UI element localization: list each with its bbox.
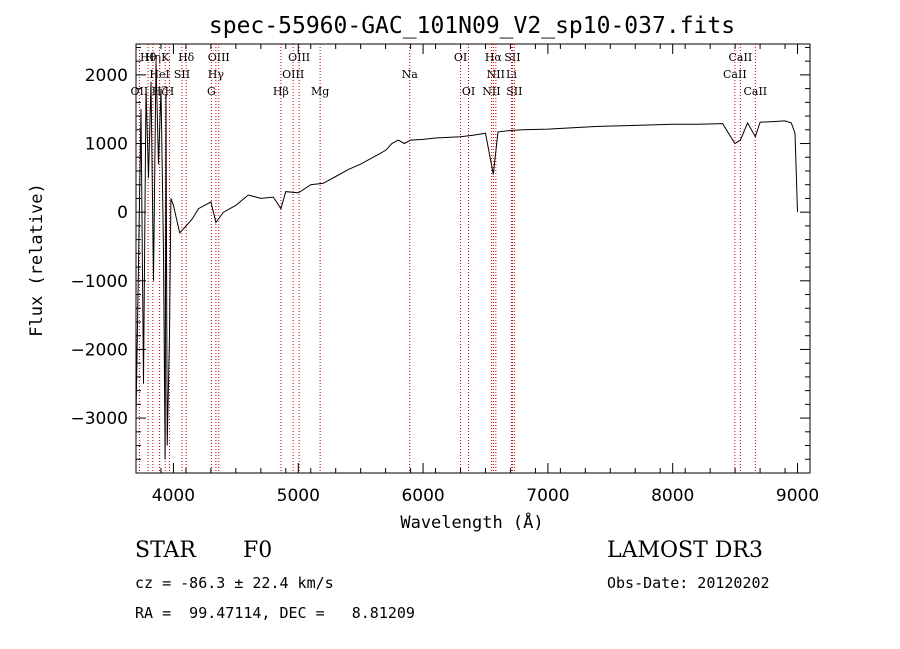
line-marker-label: CaII: [729, 51, 753, 64]
line-marker-label: OIII: [282, 68, 304, 81]
y-tick-label: −1000: [70, 272, 128, 292]
x-tick-label: 8000: [651, 486, 694, 506]
line-marker-label: OII: [131, 85, 149, 98]
line-marker-label: SII: [174, 68, 190, 81]
line-marker-label: Mg: [311, 85, 329, 98]
line-marker-label: Hα: [485, 51, 503, 64]
line-marker-label: OIII: [288, 51, 310, 64]
line-marker-label: SII: [506, 85, 522, 98]
x-axis-label: Wavelength (Å): [400, 511, 543, 533]
line-marker-label: OIII: [208, 51, 230, 64]
x-tick-label: 6000: [401, 486, 444, 506]
object-subclass: F0: [243, 538, 273, 563]
line-marker-label: CaII: [723, 68, 747, 81]
line-marker-label: SII: [504, 51, 520, 64]
line-marker-label: Hβ: [273, 85, 289, 98]
line-marker-label: CaII: [743, 85, 767, 98]
line-marker-label: K: [161, 51, 170, 64]
x-tick-label: 5000: [277, 486, 320, 506]
line-marker-label: NII: [487, 68, 505, 81]
y-tick-label: 2000: [85, 66, 128, 86]
line-marker-label: G: [207, 85, 216, 98]
x-tick-label: 9000: [776, 486, 819, 506]
x-tick-label: 4000: [152, 486, 195, 506]
y-tick-label: −2000: [70, 340, 128, 360]
survey-name: LAMOST DR3: [607, 538, 763, 563]
coordinates-text: RA = 99.47114, DEC = 8.81209: [135, 604, 415, 622]
plot-frame: [135, 43, 811, 474]
line-marker-label: Hη: [145, 51, 161, 64]
x-tick-label: 7000: [526, 486, 569, 506]
redshift-text: cz = -86.3 ± 22.4 km/s: [135, 574, 334, 592]
series-layer: [136, 61, 798, 460]
spectrum-chart: spec-55960-GAC_101N09_V2_sp10-037.fits H…: [27, 13, 819, 533]
line-marker-label: OI: [454, 51, 467, 64]
obs-date-text: Obs-Date: 20120202: [607, 574, 770, 592]
line-marker-label: Li: [506, 68, 517, 81]
object-class: STAR: [135, 538, 196, 563]
y-tick-label: 1000: [85, 135, 128, 155]
line-marker-label: OI: [462, 85, 475, 98]
line-marker-label: Hγ: [208, 68, 225, 81]
spectrum-line: [136, 61, 798, 460]
line-marker-label: NII: [482, 85, 500, 98]
line-marker-label: H: [165, 85, 175, 98]
y-tick-label: 0: [117, 203, 128, 223]
line-marker-label: Hθ: [140, 51, 157, 64]
line-marker-label: Hδ: [178, 51, 195, 64]
axis-ticks: 4000 5000 6000 7000 8000 9000 −3000 −2000 −1000 0…: [70, 44, 819, 506]
y-axis-label: Flux (relative): [27, 183, 47, 337]
chart-title: spec-55960-GAC_101N09_V2_sp10-037.fits: [209, 13, 735, 39]
line-marker-label: Na: [402, 68, 419, 81]
y-tick-label: −3000: [70, 409, 128, 429]
